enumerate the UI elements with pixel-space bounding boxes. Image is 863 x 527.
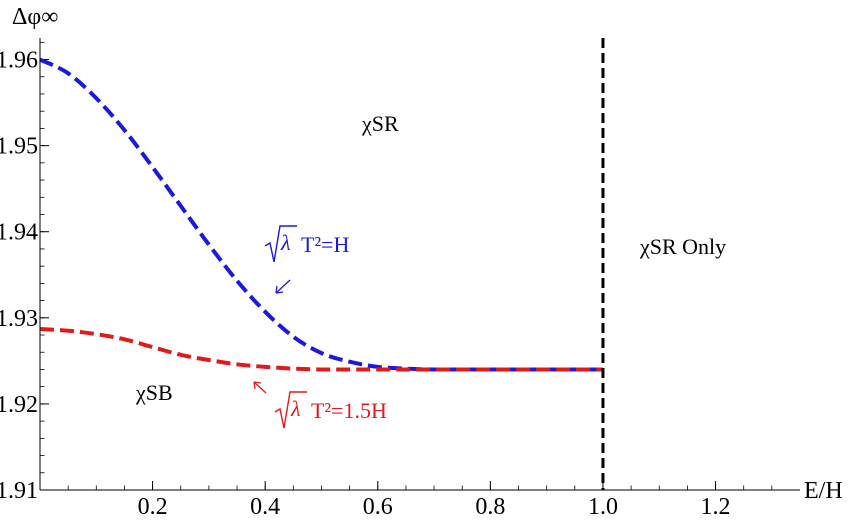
- sqrt-sign-icon: [264, 225, 297, 263]
- red-curve-label-text: T²=1.5H: [311, 398, 387, 423]
- axis-ticks: 0.2 0.4 0.6 0.8 1.0 1.2 1.91 1.92 1.93 1.94 1.95 1.…: [0, 41, 773, 520]
- y-tick-label: 1.93: [0, 306, 38, 332]
- lambda-symbol: λ: [280, 230, 291, 255]
- red-curve-label: λ T²=1.5H: [274, 391, 387, 429]
- red-label-arrow: [253, 381, 267, 394]
- region-label-sr: χSR: [361, 111, 399, 136]
- series-layer: [39, 38, 605, 490]
- series-line-red: [39, 327, 603, 372]
- blue-label-arrow: [275, 279, 291, 294]
- region-label-sb: χSB: [135, 380, 173, 405]
- blue-curve-label: λ T²=H: [264, 225, 349, 263]
- series-line-blue: [39, 57, 603, 372]
- x-tick-label: 0.2: [138, 494, 168, 520]
- lambda-symbol: λ: [290, 396, 301, 421]
- region-label-sr-only: χSR Only: [639, 234, 726, 259]
- y-tick-label: 1.91: [0, 478, 38, 504]
- y-tick-label: 1.95: [0, 134, 38, 160]
- x-tick-label: 1.2: [701, 494, 731, 520]
- y-tick-label: 1.92: [0, 392, 38, 418]
- x-axis-label: E/H: [804, 478, 843, 504]
- y-tick-label: 1.94: [0, 220, 38, 246]
- x-tick-label: 0.6: [363, 494, 393, 520]
- x-tick-label: 0.8: [475, 494, 505, 520]
- y-tick-label: 1.96: [0, 48, 38, 74]
- sqrt-sign-icon: [274, 391, 307, 429]
- x-tick-label: 1.0: [588, 494, 618, 520]
- x-tick-label: 0.4: [250, 494, 280, 520]
- blue-curve-label-text: T²=H: [301, 232, 349, 257]
- y-axis-label: Δφ∞: [12, 4, 58, 30]
